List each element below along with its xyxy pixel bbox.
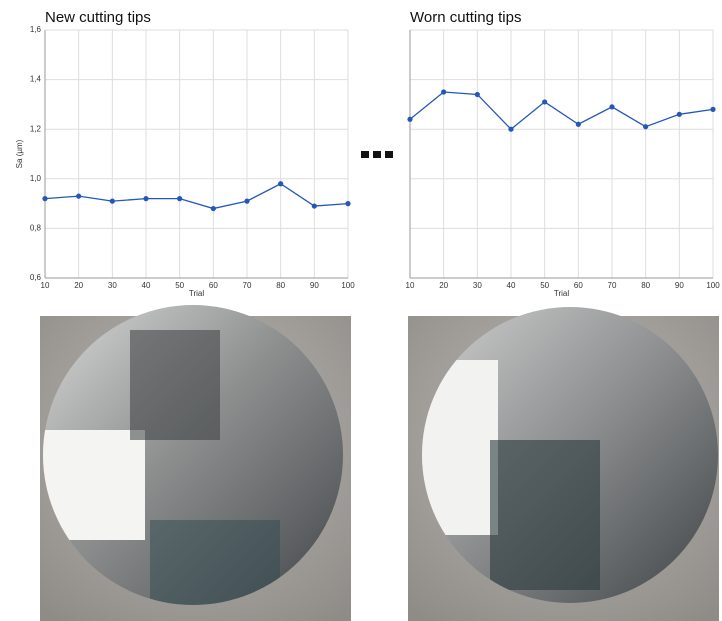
data-point: [710, 106, 716, 112]
data-point: [177, 196, 183, 202]
data-point: [474, 91, 480, 98]
x-tick-label: 10: [406, 281, 415, 290]
y-tick-label: 1,2: [30, 124, 42, 133]
x-tick-label: 70: [608, 281, 617, 290]
x-tick-label: 100: [706, 281, 720, 290]
ellipsis-dot: [373, 151, 381, 158]
data-point: [609, 104, 615, 110]
data-point: [143, 196, 149, 202]
data-point: [676, 111, 682, 117]
y-tick-label: 1,0: [30, 174, 42, 183]
data-point: [210, 205, 216, 212]
x-tick-label: 10: [41, 281, 50, 290]
series-line: [409, 91, 714, 131]
data-point: [76, 193, 82, 199]
x-tick-label: 90: [310, 281, 319, 290]
x-tick-label: 90: [675, 281, 684, 290]
y-tick-label: 0,6: [30, 273, 42, 282]
data-point: [311, 203, 317, 209]
photo-new-tip: [40, 305, 351, 621]
x-tick-label: 70: [243, 281, 252, 290]
photo-worn-tip: [408, 307, 719, 621]
ellipsis-dot: [361, 151, 369, 158]
x-tick-label: 50: [540, 281, 549, 290]
x-tick-label: 20: [439, 281, 448, 290]
x-axis-label: Trial: [189, 289, 204, 298]
x-tick-label: 30: [108, 281, 117, 290]
data-point: [278, 181, 284, 187]
chart-title: Worn cutting tips: [410, 9, 521, 26]
x-axis-label: Trial: [554, 289, 569, 298]
x-tick-label: 30: [473, 281, 482, 290]
x-tick-label: 100: [341, 281, 355, 290]
x-tick-label: 40: [142, 281, 151, 290]
x-tick-label: 40: [507, 281, 516, 290]
series-line: [44, 183, 349, 210]
data-point: [575, 121, 581, 127]
y-tick-label: 0,8: [30, 224, 42, 233]
y-tick-label: 1,4: [30, 75, 42, 84]
y-axis-label: Sa (µm): [15, 139, 24, 168]
x-tick-label: 80: [641, 281, 650, 290]
data-point: [109, 198, 115, 204]
data-point: [643, 124, 649, 130]
data-point: [244, 198, 250, 204]
chart-title: New cutting tips: [45, 9, 151, 26]
x-tick-label: 60: [574, 281, 583, 290]
data-point: [508, 126, 514, 132]
x-tick-label: 60: [209, 281, 218, 290]
data-point: [542, 99, 548, 105]
data-point: [441, 89, 447, 95]
x-tick-label: 50: [175, 281, 184, 290]
x-tick-label: 80: [276, 281, 285, 290]
data-point: [345, 201, 351, 207]
data-point: [407, 116, 413, 122]
data-point: [42, 196, 48, 202]
y-tick-label: 1,6: [30, 25, 42, 34]
ellipsis-dot: [385, 151, 393, 158]
x-tick-label: 20: [74, 281, 83, 290]
